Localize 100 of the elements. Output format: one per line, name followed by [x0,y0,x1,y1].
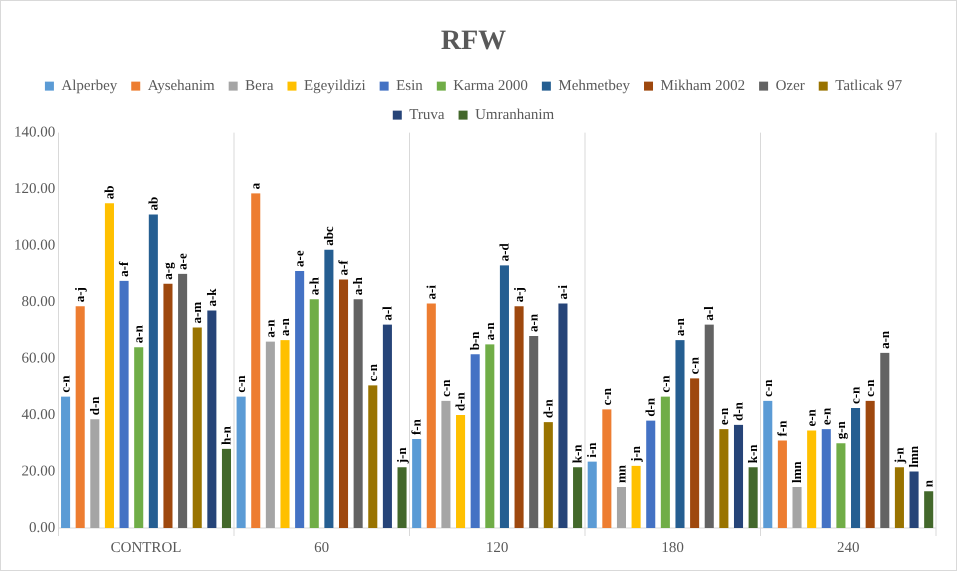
data-label: b-n [467,330,482,350]
bar [748,467,758,528]
y-tick-label: 40.00 [22,406,56,423]
data-label: a-j [72,287,88,302]
legend-label: Bera [245,78,274,94]
legend-label: Karma 2000 [453,78,528,94]
legend-label: Truva [409,107,445,124]
y-tick-label: 80.00 [22,294,56,310]
y-tick-label: 60.00 [22,350,56,366]
data-label: a-h [350,276,366,296]
data-label: d-n [730,401,746,421]
data-label: c-n [862,378,878,397]
data-label: a-k [204,288,219,307]
data-label: lmn [906,445,922,468]
legend-label: Tatlicak 97 [835,78,903,94]
bar [734,424,744,528]
bar [441,400,450,528]
bar [544,422,553,528]
bar [412,439,422,528]
data-label: c-n [657,374,672,393]
bar [207,310,216,528]
legend-label: Aysehanim [148,78,216,94]
data-label: j-n [628,445,644,463]
legend-label: Esin [396,78,424,94]
bar [178,274,188,528]
data-label: a-g [160,262,175,280]
data-label: a-f [336,260,351,276]
x-tick-label: 60 [314,540,330,556]
y-tick-label: 20.00 [22,463,56,480]
data-label: a-i [554,284,570,300]
data-label: e-n [716,407,731,426]
data-label: d-n [540,398,556,418]
legend-label: Mikham 2002 [660,78,746,94]
bar [822,429,831,528]
bar [90,419,100,528]
bar [866,400,875,528]
bar [120,280,129,528]
bar [148,214,158,528]
bar [632,466,641,528]
bar [222,448,232,528]
legend-label: Egeyildizi [304,78,366,94]
bar [295,270,304,528]
bar [719,429,728,528]
data-label: a-n [277,317,292,336]
x-tick-label: 240 [836,540,860,556]
data-label: n [920,479,936,488]
bar [514,306,524,528]
data-label: d-n [642,397,658,417]
bar [280,340,290,528]
data-label: mn [613,464,628,484]
y-tick-label: 0.00 [29,520,56,536]
data-label: a-e [174,252,190,270]
bar [470,354,480,528]
data-label: a-e [292,250,307,267]
y-tick-label: 100.00 [14,238,56,254]
bar [338,279,348,528]
data-label: a-n [876,330,892,349]
data-label: c-n [438,378,453,397]
data-label: c-n [848,386,863,404]
bar [660,396,670,528]
bar [573,467,582,528]
bar [675,340,685,528]
data-label: a-d [496,242,512,262]
legend-label: Ozer [776,78,805,94]
bar [426,303,436,528]
data-label: d-n [86,396,102,416]
data-label: k-n [570,444,585,464]
bar [61,396,70,528]
bar [690,378,700,528]
legend-label: Mehmetbey [558,78,631,94]
bar [807,430,816,528]
data-label: i-n [584,442,600,458]
bar [704,324,714,528]
bar [880,352,890,528]
bar [646,420,656,528]
data-label: ab [101,185,116,200]
data-label: c-n [233,374,248,393]
chart-title: RFW [440,25,506,56]
data-label: a [248,182,263,190]
bar [192,327,202,528]
data-label: g-n [832,420,848,440]
bar [354,299,363,528]
bar [588,462,597,528]
bar [382,324,392,528]
bar [310,299,319,528]
data-label: c-n [760,378,775,397]
data-label: lmn [789,460,804,484]
data-label: a-n [130,324,146,344]
bar [792,487,802,528]
data-label: abc [320,226,336,246]
bar [266,342,275,528]
bar [324,250,334,528]
y-tick-label: 140.00 [14,124,56,141]
data-label: e-n [804,408,819,427]
data-label: f-n [408,418,424,436]
data-label: a-l [701,306,716,321]
data-label: a-n [672,317,687,336]
bar [485,344,494,528]
bar [398,467,407,528]
data-label: a-f [116,261,132,277]
